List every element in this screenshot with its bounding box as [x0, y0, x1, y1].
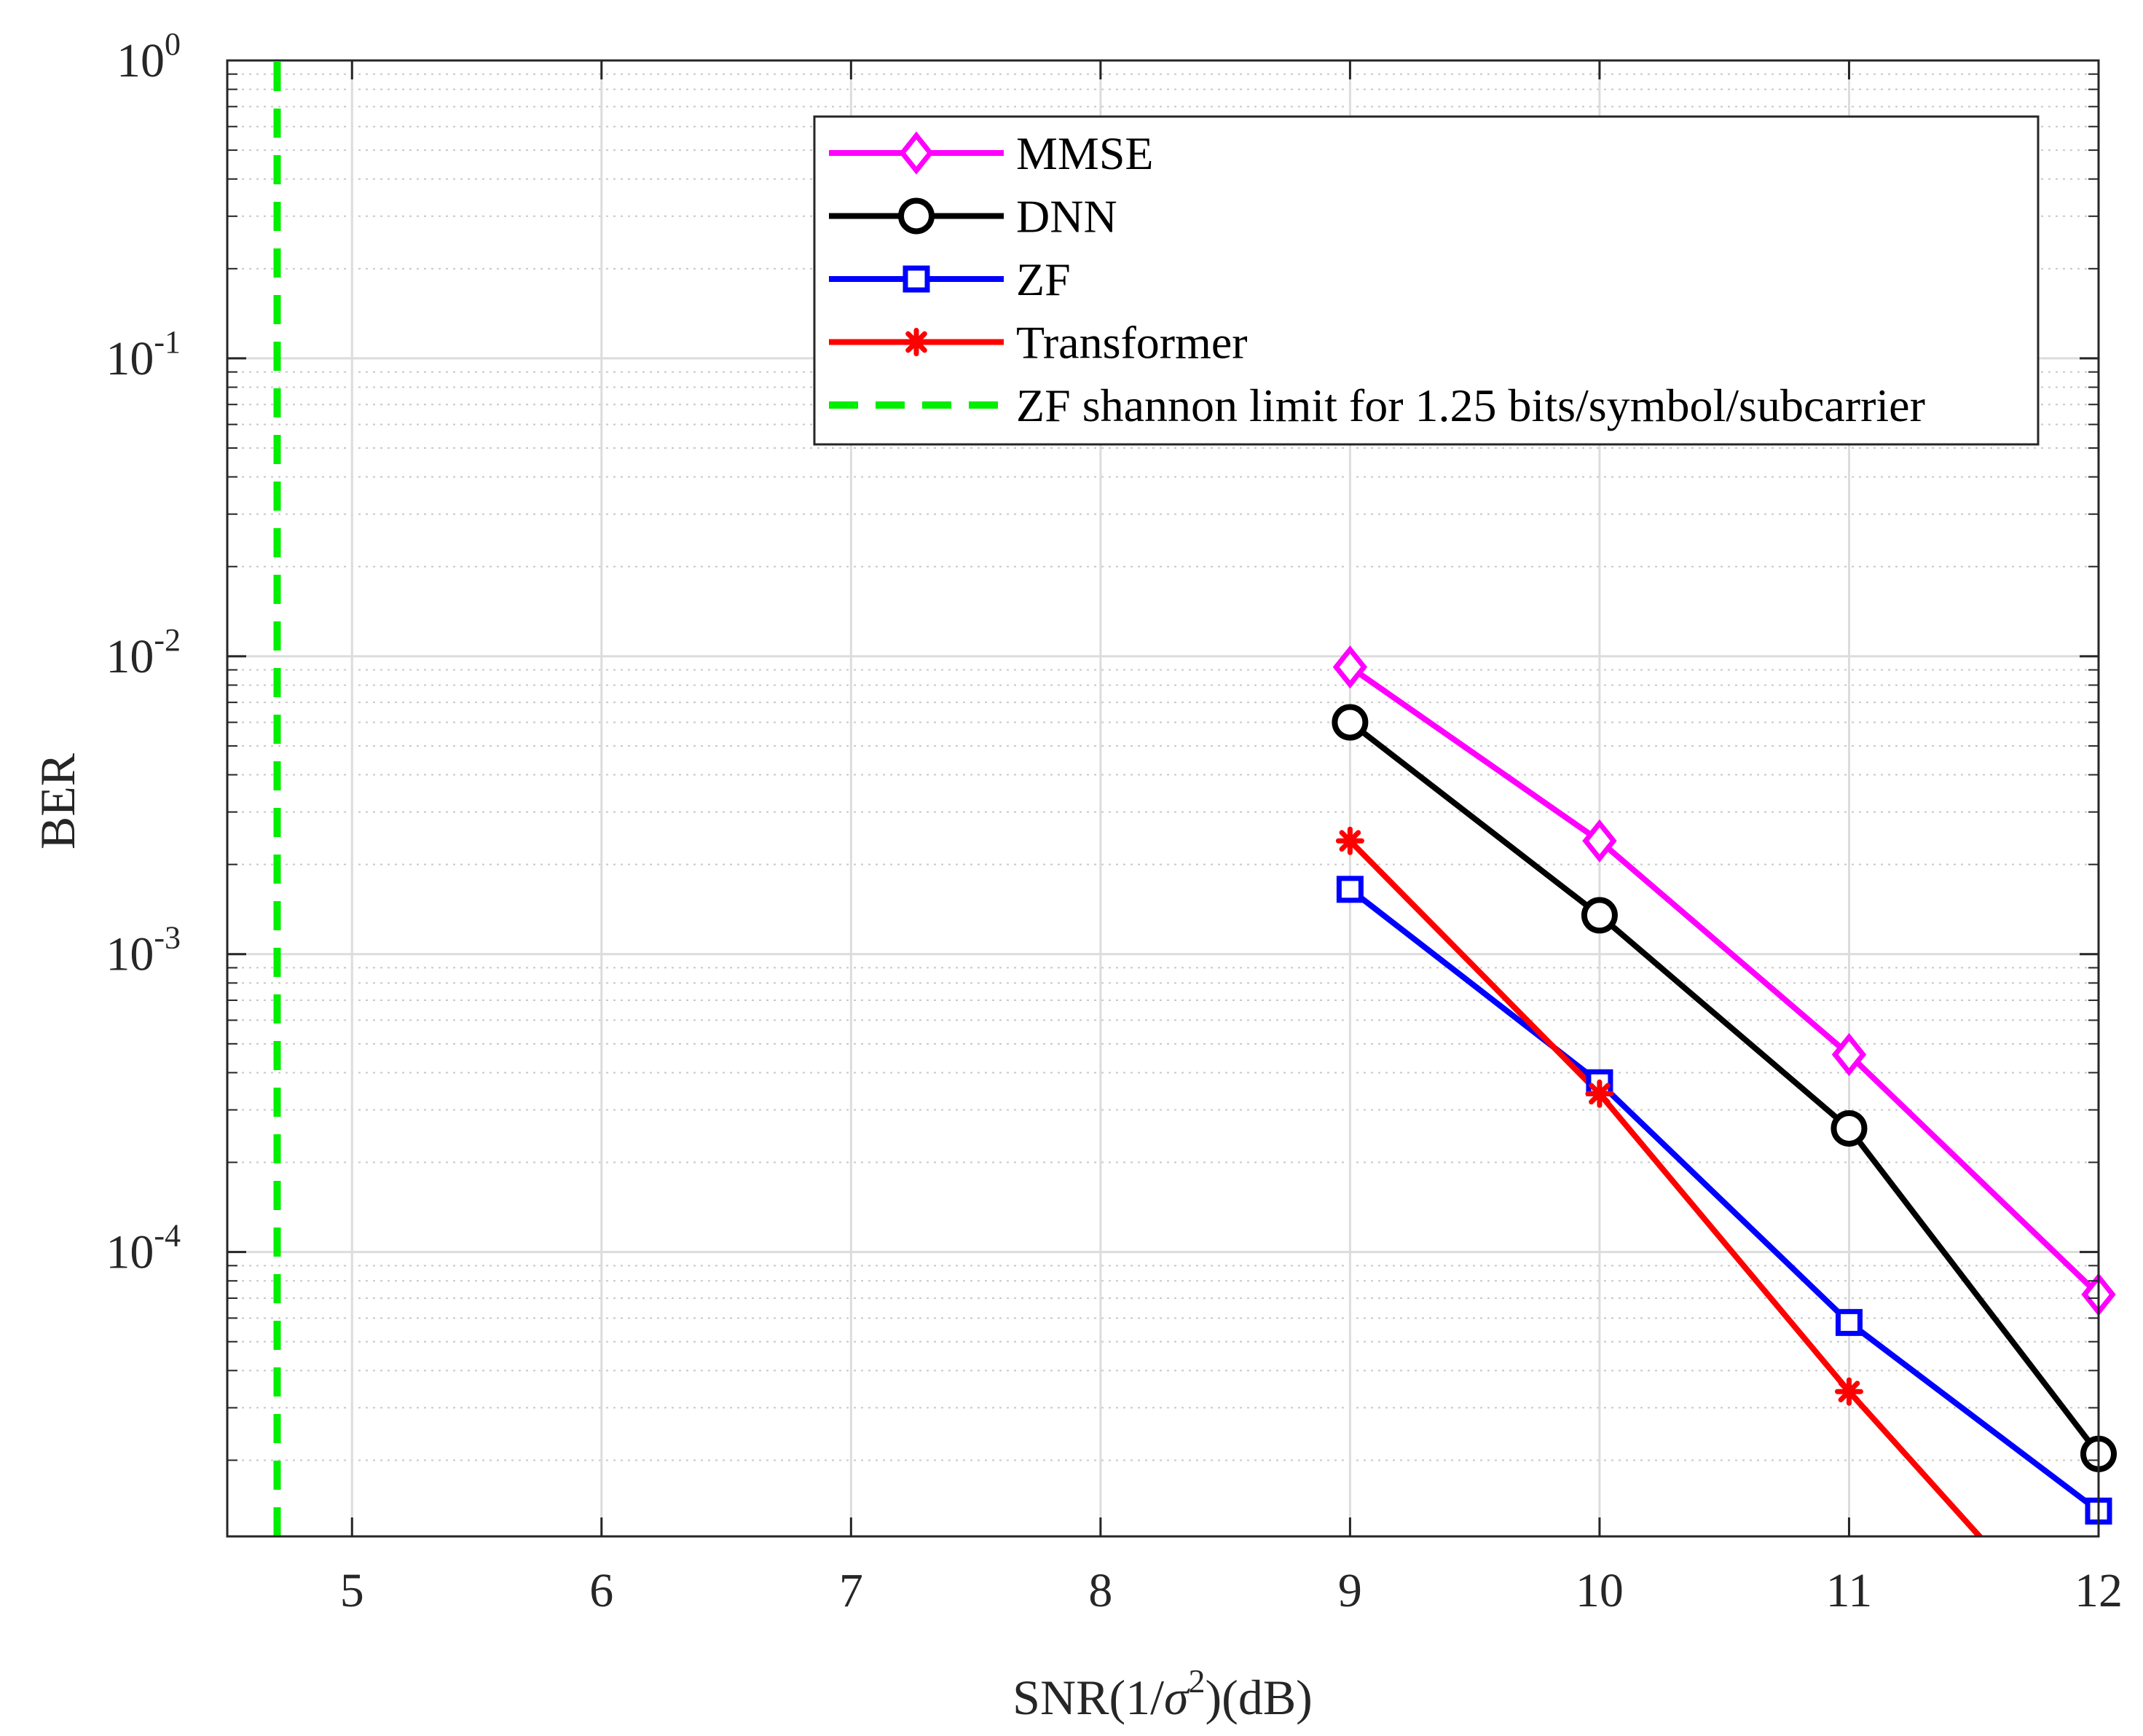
x-tick-label: 12	[2075, 1564, 2123, 1617]
square-marker	[1336, 876, 1364, 903]
legend-item: DNN	[829, 191, 1117, 243]
y-tick-base: 10	[117, 34, 165, 87]
series-line-transformer	[1348, 838, 1984, 1536]
legend-label: DNN	[1016, 191, 1117, 243]
legend: MMSE DNN ZF Transformer ZF shannon limit for…	[813, 115, 2040, 446]
series-line-mmse	[1348, 664, 2099, 1297]
axis-ticks	[227, 59, 2100, 1536]
x-tick-label: 6	[589, 1564, 613, 1617]
legend-label: ZF	[1016, 254, 1071, 305]
x-tick-label: 8	[1088, 1564, 1112, 1617]
y-tick-label: 10-4	[106, 1218, 181, 1279]
x-tick-label: 5	[340, 1564, 364, 1617]
asterisk-marker	[902, 328, 931, 356]
asterisk-marker	[1585, 1079, 1614, 1108]
legend-label: MMSE	[1016, 127, 1154, 179]
x-axis-label: SNR(1/σ2)(dB)	[1012, 1662, 1313, 1725]
series-line-dnn	[1348, 720, 2099, 1456]
y-tick-base: 10	[106, 928, 154, 981]
y-tick-base: 10	[106, 1226, 154, 1279]
y-tick-label: 10-3	[106, 920, 181, 981]
asterisk-marker	[1335, 826, 1364, 855]
y-tick-base: 10	[106, 630, 154, 683]
series-line-zf	[1348, 887, 2099, 1514]
y-tick-exponent: 0	[165, 26, 181, 62]
asterisk-marker	[1834, 1377, 1863, 1406]
x-tick-labels: 5 6 7 8 9 10 11 12	[340, 1564, 2123, 1617]
y-tick-exponent: -2	[154, 622, 181, 658]
circle-marker	[898, 197, 935, 235]
x-axis-label-sigma: σ	[1164, 1670, 1190, 1725]
series-group	[273, 60, 2099, 1536]
y-tick-label: 100	[117, 26, 181, 87]
y-axis-label: BER	[30, 753, 85, 849]
y-tick-label: 10-1	[106, 324, 181, 385]
x-tick-label: 7	[839, 1564, 863, 1617]
legend-item: Transformer	[829, 317, 1248, 369]
diamond-marker	[1582, 819, 1617, 863]
y-tick-exponent: -1	[154, 324, 181, 360]
x-axis-label-exp: 2	[1189, 1662, 1206, 1700]
legend-item: ZF shannon limit for 1.25 bits/symbol/su…	[829, 380, 1925, 431]
y-tick-base: 10	[106, 332, 154, 385]
square-marker	[903, 265, 930, 293]
diamond-marker	[1332, 645, 1368, 689]
x-axis-label-prefix: SNR(1/	[1012, 1670, 1164, 1725]
diamond-marker	[1831, 1033, 1867, 1077]
x-axis-label-suffix: )(dB)	[1206, 1670, 1313, 1725]
square-marker	[1835, 1308, 1863, 1336]
x-tick-label: 10	[1576, 1564, 1624, 1617]
plot-frame	[226, 59, 2100, 1538]
circle-marker	[1332, 704, 1369, 741]
legend-item: ZF	[829, 254, 1071, 305]
markers-group	[1332, 645, 2117, 1525]
diamond-marker	[899, 131, 934, 175]
legend-label: ZF shannon limit for 1.25 bits/symbol/su…	[1016, 380, 1925, 431]
y-tick-exponent: -4	[154, 1218, 181, 1254]
y-tick-label: 10-2	[106, 622, 181, 683]
legend-item: MMSE	[829, 127, 1154, 179]
legend-label: Transformer	[1016, 317, 1248, 369]
y-tick-exponent: -3	[154, 920, 181, 956]
x-tick-label: 9	[1338, 1564, 1362, 1617]
legend-box	[813, 115, 2040, 446]
circle-marker	[1581, 897, 1618, 934]
x-tick-label: 11	[1826, 1564, 1873, 1617]
circle-marker	[1831, 1109, 1868, 1147]
